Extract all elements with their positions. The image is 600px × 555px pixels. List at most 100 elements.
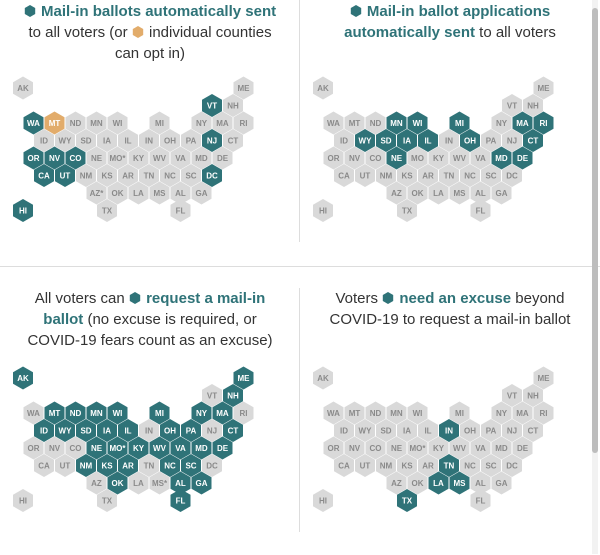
state-label: WV xyxy=(153,154,167,163)
state-hex xyxy=(523,419,543,442)
state-pa: PA xyxy=(481,419,501,442)
title-line: COVID-19 to request a mail-in ballot xyxy=(300,309,600,330)
state-label: PA xyxy=(186,427,197,436)
state-hex xyxy=(344,111,365,135)
state-ks: KS xyxy=(97,164,117,187)
state-label: AL xyxy=(175,479,186,488)
state-label: MS xyxy=(154,189,167,198)
state-label: NJ xyxy=(507,427,517,436)
state-mn: MN xyxy=(386,111,407,135)
state-hex xyxy=(212,146,233,170)
title-text: COVID-19 to request a mail-in ballot xyxy=(329,311,571,328)
state-vt: VT xyxy=(502,384,522,407)
state-hex xyxy=(533,111,554,135)
state-hex xyxy=(86,111,107,135)
state-label: LA xyxy=(433,189,444,198)
state-label: OR xyxy=(328,154,340,163)
title-line: can opt in) xyxy=(0,43,300,64)
state-nh: NH xyxy=(523,94,543,117)
state-sc: SC xyxy=(181,164,201,187)
state-oh: OH xyxy=(160,419,180,442)
state-hex xyxy=(512,436,533,460)
state-ut: UT xyxy=(355,164,375,187)
state-hex xyxy=(481,164,501,187)
state-vt: VT xyxy=(202,94,222,117)
state-hex xyxy=(533,76,554,100)
state-nv: NV xyxy=(344,146,365,170)
state-me: ME xyxy=(533,366,554,390)
state-hex xyxy=(55,129,75,152)
state-mn: MN xyxy=(386,401,407,425)
state-mn: MN xyxy=(86,401,107,425)
state-label: CT xyxy=(528,427,539,436)
state-ar: AR xyxy=(118,454,138,477)
state-hex xyxy=(181,454,201,477)
state-hex xyxy=(191,181,212,205)
state-hex xyxy=(407,111,428,135)
state-ny: NY xyxy=(491,401,512,425)
state-mi: MI xyxy=(449,401,470,425)
state-il: IL xyxy=(418,419,438,442)
state-ga: GA xyxy=(491,471,512,495)
state-hex xyxy=(160,454,180,477)
title-text: individual counties xyxy=(148,24,272,41)
state-hex xyxy=(313,366,333,390)
state-mo: MO* xyxy=(107,146,128,170)
hex-bullet-icon xyxy=(24,5,36,17)
state-label: DE xyxy=(517,444,529,453)
state-label: AK xyxy=(17,84,29,93)
state-al: AL xyxy=(170,181,191,205)
state-label: TN xyxy=(144,462,155,471)
state-wa: WA xyxy=(323,111,344,135)
state-wy: WY xyxy=(355,129,375,152)
state-la: LA xyxy=(428,181,449,205)
state-hex xyxy=(128,471,149,495)
state-hex xyxy=(481,419,501,442)
state-hex xyxy=(449,146,470,170)
state-hex xyxy=(365,146,386,170)
state-label: FL xyxy=(476,207,486,216)
state-ks: KS xyxy=(397,164,417,187)
state-hex xyxy=(449,181,470,205)
state-label: GA xyxy=(196,479,208,488)
state-mi: MI xyxy=(149,401,170,425)
state-label: SD xyxy=(80,427,91,436)
panel-auto-ballots: Mail-in ballots automatically sent to all… xyxy=(0,0,300,270)
state-dc: DC xyxy=(502,454,522,477)
state-hex xyxy=(202,454,222,477)
state-nc: NC xyxy=(160,164,180,187)
state-label: UT xyxy=(60,172,71,181)
state-ct: CT xyxy=(523,129,543,152)
title-text: COVID-19 fears count as an excuse) xyxy=(27,332,273,349)
state-wy: WY xyxy=(355,419,375,442)
state-label: MO xyxy=(411,154,424,163)
state-hex xyxy=(418,129,438,152)
state-label: UT xyxy=(360,172,371,181)
state-hex xyxy=(491,146,512,170)
state-label: OK xyxy=(112,189,124,198)
state-hex xyxy=(439,164,459,187)
state-ri: RI xyxy=(233,111,254,135)
state-label: VT xyxy=(507,102,517,111)
state-hex xyxy=(439,419,459,442)
state-hex xyxy=(118,419,138,442)
state-label: WI xyxy=(113,119,123,128)
state-label: VT xyxy=(207,392,217,401)
state-hex xyxy=(97,164,117,187)
state-hex xyxy=(34,419,54,442)
state-label: VA xyxy=(175,154,186,163)
state-hex xyxy=(233,76,254,100)
state-hex xyxy=(97,489,117,512)
state-label: AL xyxy=(175,189,186,198)
state-hex xyxy=(191,436,212,460)
state-al: AL xyxy=(470,181,491,205)
scrollbar-thumb[interactable] xyxy=(592,8,598,453)
state-hex xyxy=(323,111,344,135)
state-label: ND xyxy=(70,119,82,128)
state-ne: NE xyxy=(386,436,407,460)
state-label: AZ xyxy=(391,479,402,488)
state-label: CA xyxy=(38,172,50,181)
state-label: MT xyxy=(349,409,361,418)
state-nm: NM xyxy=(76,454,96,477)
state-hex xyxy=(533,366,554,390)
